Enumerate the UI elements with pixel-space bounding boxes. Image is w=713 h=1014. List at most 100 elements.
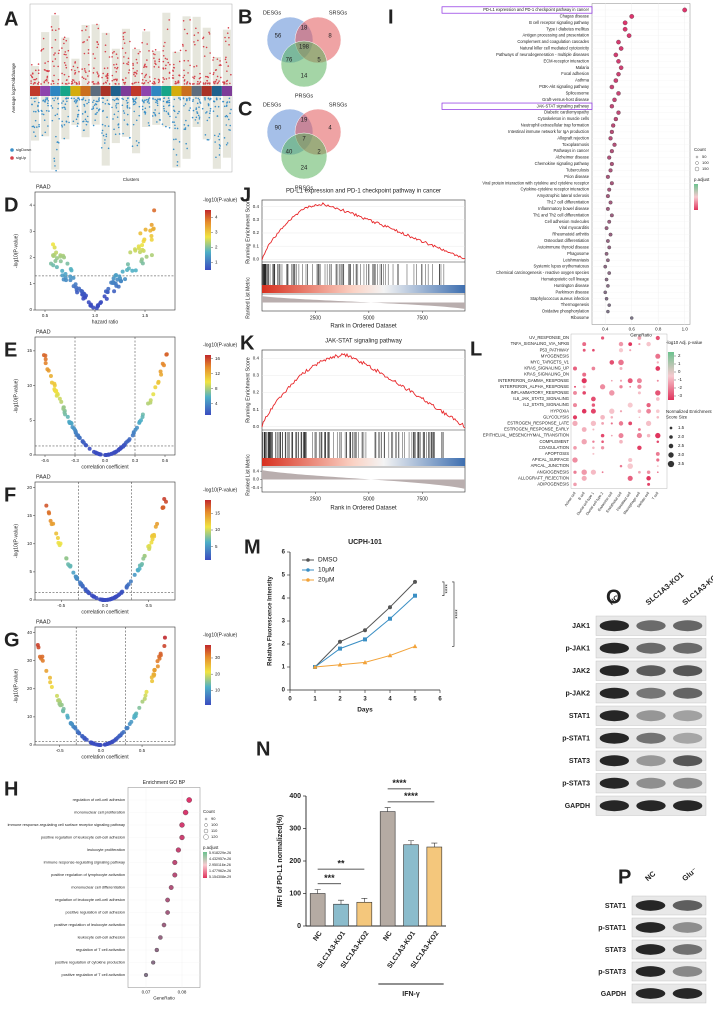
- enrichment-dot: [619, 367, 623, 370]
- dot: [168, 77, 170, 79]
- category-label: Type I diabetes mellitus: [546, 26, 589, 31]
- point: [55, 693, 60, 698]
- dot: [191, 116, 194, 119]
- dot: [604, 251, 609, 256]
- dot: [185, 142, 187, 145]
- dot: [172, 74, 174, 77]
- significance: ****: [446, 583, 452, 593]
- error-cap: [338, 899, 344, 905]
- dot: [94, 83, 96, 85]
- dot: [218, 138, 221, 141]
- dot: [42, 99, 45, 102]
- dot: [92, 106, 95, 108]
- cluster-band: [151, 86, 162, 96]
- term-label: INFLAMMATORY_RESPONSE: [511, 390, 570, 395]
- point: [53, 259, 58, 264]
- dot: [143, 101, 145, 104]
- dot: [168, 101, 171, 104]
- dot: [208, 116, 211, 119]
- point: [59, 399, 64, 404]
- dot: [137, 81, 140, 84]
- enrichment-dot: [609, 390, 615, 396]
- dot: [129, 136, 131, 139]
- dot: [193, 41, 195, 43]
- point: [103, 597, 108, 602]
- enrichment-dot: [573, 445, 577, 450]
- dot: [159, 119, 161, 121]
- dot: [618, 65, 624, 70]
- dot: [613, 78, 619, 83]
- dot: [616, 91, 621, 96]
- blot-band: [672, 966, 703, 977]
- dot: [47, 60, 49, 63]
- plot-frame: [34, 481, 176, 601]
- dot: [63, 42, 65, 45]
- dot: [158, 98, 160, 100]
- dot: [123, 81, 125, 84]
- dot: [218, 133, 221, 135]
- dot: [116, 78, 118, 81]
- legend-tick-label: -3: [678, 393, 682, 398]
- dot: [36, 126, 38, 128]
- legend-tick-label: -2: [678, 385, 682, 390]
- blot-band: [636, 687, 666, 699]
- dot: [115, 105, 117, 107]
- cluster-column: [132, 48, 141, 86]
- enrichment-dot: [656, 465, 659, 468]
- blot-band: [673, 777, 703, 789]
- point: [104, 296, 109, 301]
- enrichment-dot: [646, 341, 651, 347]
- dot: [213, 71, 215, 74]
- dot: [105, 82, 108, 84]
- enrichment-dot: [572, 403, 578, 408]
- enrichment-dot: [655, 390, 661, 396]
- cluster-column: [202, 27, 211, 86]
- legend-tick-label: 50: [702, 154, 707, 159]
- legend-tick-label: 2.5: [678, 443, 685, 448]
- legend-size: [695, 161, 699, 165]
- marker: [312, 664, 318, 669]
- cluster-column: [162, 12, 171, 86]
- dot: [97, 109, 100, 112]
- dot: [175, 847, 181, 853]
- y-tick-label: 0.4: [253, 356, 260, 361]
- bar: [426, 846, 443, 927]
- point: [140, 243, 145, 248]
- dot: [153, 80, 155, 83]
- dot: [197, 39, 199, 42]
- dot: [227, 27, 230, 29]
- dot: [145, 79, 147, 82]
- point: [136, 244, 141, 249]
- dot: [83, 41, 85, 43]
- point: [49, 522, 54, 527]
- y-tick-label: 5: [282, 573, 286, 579]
- enrichment-dot: [637, 445, 642, 451]
- row-label: GAPDH: [565, 803, 590, 810]
- cluster-column: [51, 96, 60, 170]
- dot: [101, 123, 104, 126]
- dot: [184, 103, 187, 105]
- dot: [78, 97, 80, 100]
- dot: [72, 120, 75, 123]
- dot: [57, 65, 59, 68]
- blot-band: [635, 944, 666, 955]
- blot-band: [673, 620, 703, 632]
- legend-size: [668, 452, 674, 458]
- dot: [82, 77, 85, 80]
- dot: [42, 48, 45, 50]
- row-label: p-JAK2: [565, 691, 590, 698]
- dot: [121, 104, 124, 107]
- dot: [106, 76, 109, 79]
- y-tick-label: 2: [282, 642, 286, 648]
- venn-count: 2: [317, 150, 321, 156]
- error-cap: [384, 807, 391, 812]
- bar: [309, 893, 326, 927]
- dot: [77, 109, 80, 112]
- dot: [147, 100, 150, 102]
- point: [82, 292, 87, 297]
- dot: [101, 132, 103, 134]
- dot: [113, 113, 116, 116]
- dot: [193, 34, 196, 37]
- axis-label: Running Enrichment Score: [245, 357, 251, 423]
- dot: [33, 97, 35, 100]
